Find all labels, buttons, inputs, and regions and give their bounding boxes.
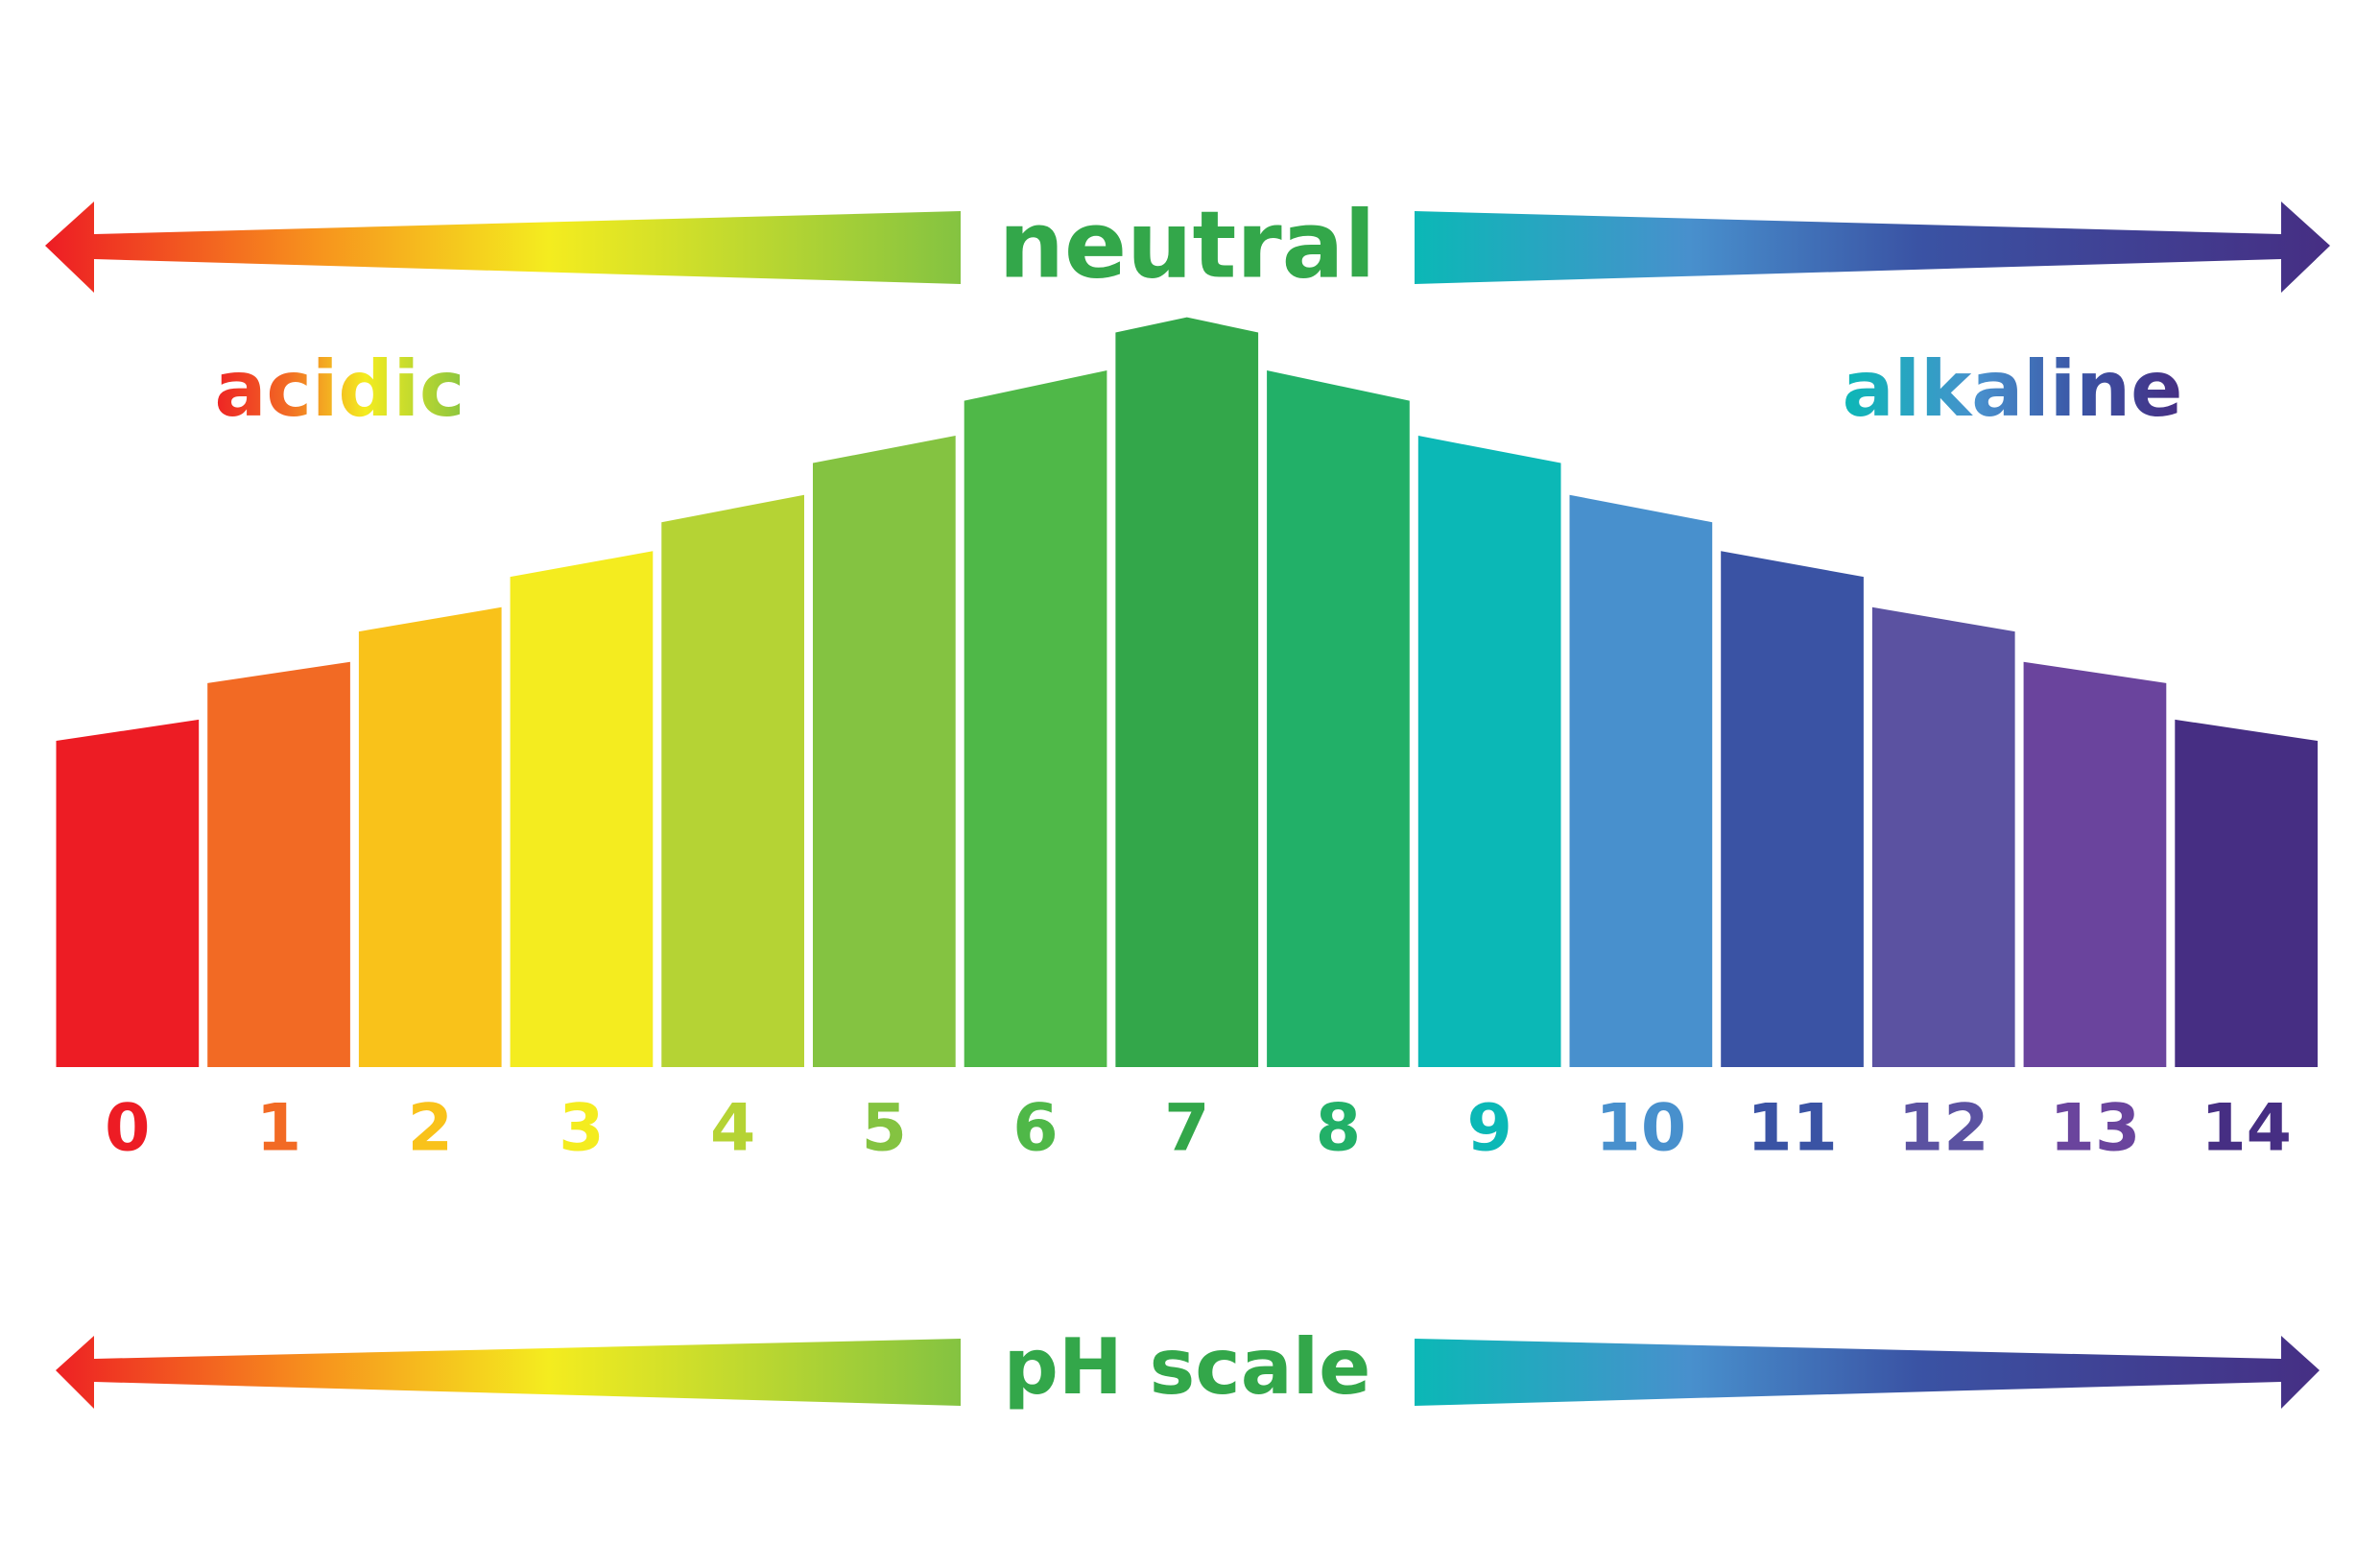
level-label: 1 xyxy=(256,1091,301,1167)
level-labels: 0 1 2 3 4 5 6 7 8 9 10 11 12 13 14 xyxy=(105,1091,2292,1167)
bars xyxy=(56,317,2318,1067)
ph-scale-label: pH scale xyxy=(1004,1322,1371,1412)
ph-bar xyxy=(510,551,654,1067)
level-label: 9 xyxy=(1466,1091,1511,1167)
neutral-label: neutral xyxy=(999,191,1376,298)
ph-bar xyxy=(1115,317,1259,1067)
ph-bar xyxy=(964,370,1107,1067)
alkaline-arrow-bottom xyxy=(1415,1336,2320,1409)
level-label: 5 xyxy=(862,1091,907,1167)
level-label: 11 xyxy=(1747,1091,1838,1167)
ph-bar xyxy=(207,661,350,1067)
alkaline-arrow-top xyxy=(1415,202,2330,293)
ph-bar xyxy=(661,494,804,1067)
level-label: 2 xyxy=(408,1091,453,1167)
alkaline-label: alkaline xyxy=(1843,344,2183,434)
level-label: 6 xyxy=(1012,1091,1058,1167)
acidic-arrow-bottom xyxy=(56,1336,961,1409)
ph-bar xyxy=(813,436,956,1067)
level-label: 4 xyxy=(710,1091,755,1167)
ph-bar xyxy=(1871,606,2015,1067)
level-label: 14 xyxy=(2201,1091,2292,1167)
ph-bar xyxy=(2175,719,2318,1067)
ph-bar xyxy=(1569,494,1713,1067)
acidic-label: acidic xyxy=(215,344,465,434)
level-label: 0 xyxy=(105,1091,150,1167)
level-label: 8 xyxy=(1316,1091,1361,1167)
level-label: 13 xyxy=(2050,1091,2141,1167)
ph-bar xyxy=(358,606,502,1067)
ph-bar xyxy=(1721,551,1864,1067)
ph-bar xyxy=(1267,370,1410,1067)
level-label: 12 xyxy=(1898,1091,1989,1167)
level-label: 7 xyxy=(1164,1091,1209,1167)
ph-bar xyxy=(1417,436,1561,1067)
level-label: 10 xyxy=(1596,1091,1687,1167)
acidic-arrow-top xyxy=(45,202,961,293)
level-label: 3 xyxy=(559,1091,604,1167)
ph-bar xyxy=(56,719,200,1067)
ph-bar xyxy=(2023,661,2167,1067)
